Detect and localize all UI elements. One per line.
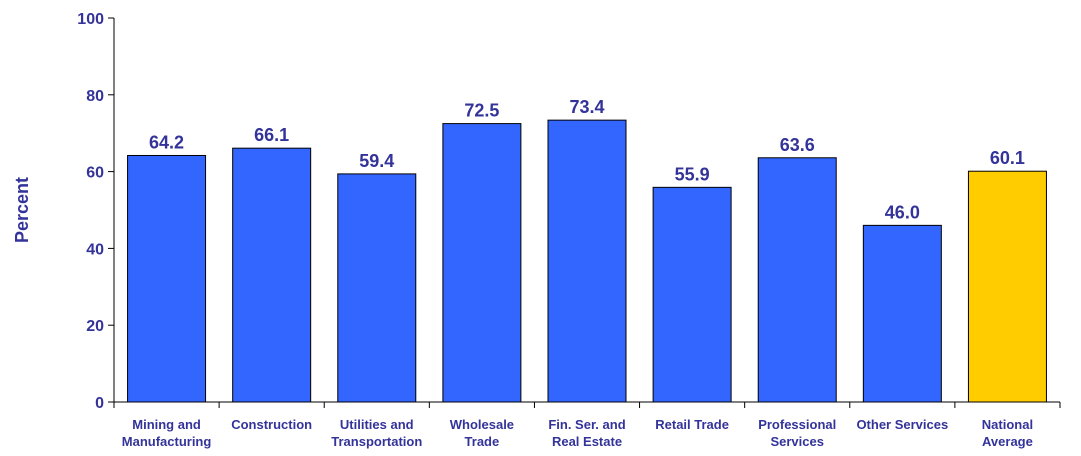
x-tick-label-line: Retail Trade [655, 417, 729, 432]
bar [757, 157, 837, 403]
y-tick-label: 0 [95, 395, 104, 412]
x-tick-label-line: Real Estate [552, 434, 622, 449]
x-tick-label-line: Construction [231, 417, 312, 432]
y-tick-label: 60 [86, 165, 104, 182]
x-tick-label: Professional Services [758, 417, 836, 449]
bar [442, 123, 522, 403]
data-label: 72.5 [464, 101, 499, 121]
bar [547, 119, 627, 403]
data-label: 59.4 [359, 151, 394, 171]
x-tick-label: Fin. Ser. and Real Estate [548, 417, 625, 449]
bar [127, 154, 207, 403]
x-tick-label: Wholesale Trade [450, 417, 514, 449]
bars-group: 64.2 66.1 59.4 72.5 73.4 55.9 63.6 46.0 60.1 [127, 97, 1047, 403]
data-label: 63.6 [780, 135, 815, 155]
x-tick-label-line: Services [770, 434, 824, 449]
y-tick-label: 100 [77, 11, 104, 28]
x-axis: Mining and Manufacturing Construction Utili… [113, 401, 1061, 449]
y-tick-label: 80 [86, 88, 104, 105]
bar [337, 173, 417, 403]
y-tick-label: 20 [86, 318, 104, 335]
x-tick-label-line: Mining and [132, 417, 201, 432]
x-tick-label: Other Services [856, 417, 948, 432]
x-tick-label-line: Transportation [331, 434, 422, 449]
bar [232, 147, 312, 403]
x-tick-label-line: Professional [758, 417, 836, 432]
x-tick-label: Retail Trade [655, 417, 729, 432]
data-label: 66.1 [254, 125, 289, 145]
x-tick-label-line: Manufacturing [122, 434, 212, 449]
bar [652, 186, 732, 403]
x-tick-label-line: Fin. Ser. and [548, 417, 625, 432]
data-label: 64.2 [149, 132, 184, 152]
bar [862, 224, 942, 403]
bar [967, 170, 1047, 403]
x-tick-label-line: Wholesale [450, 417, 514, 432]
x-tick-label: Mining and Manufacturing [122, 417, 212, 449]
data-label: 60.1 [990, 148, 1025, 168]
y-axis-label: Percent [12, 177, 32, 243]
x-tick-label-line: Average [982, 434, 1033, 449]
y-tick-label: 40 [86, 241, 104, 258]
x-tick-label: National Average [982, 417, 1033, 449]
x-tick-label: Utilities and Transportation [331, 417, 422, 449]
data-label: 73.4 [569, 97, 604, 117]
x-tick-label-line: National [982, 417, 1033, 432]
data-label: 55.9 [675, 164, 710, 184]
x-tick-label-line: Utilities and [340, 417, 414, 432]
x-tick-label-line: Other Services [856, 417, 948, 432]
x-tick-label-line: Trade [465, 434, 500, 449]
y-axis: 0 20 40 60 80 100 [77, 11, 115, 412]
data-label: 46.0 [885, 202, 920, 222]
x-tick-label: Construction [231, 417, 312, 432]
